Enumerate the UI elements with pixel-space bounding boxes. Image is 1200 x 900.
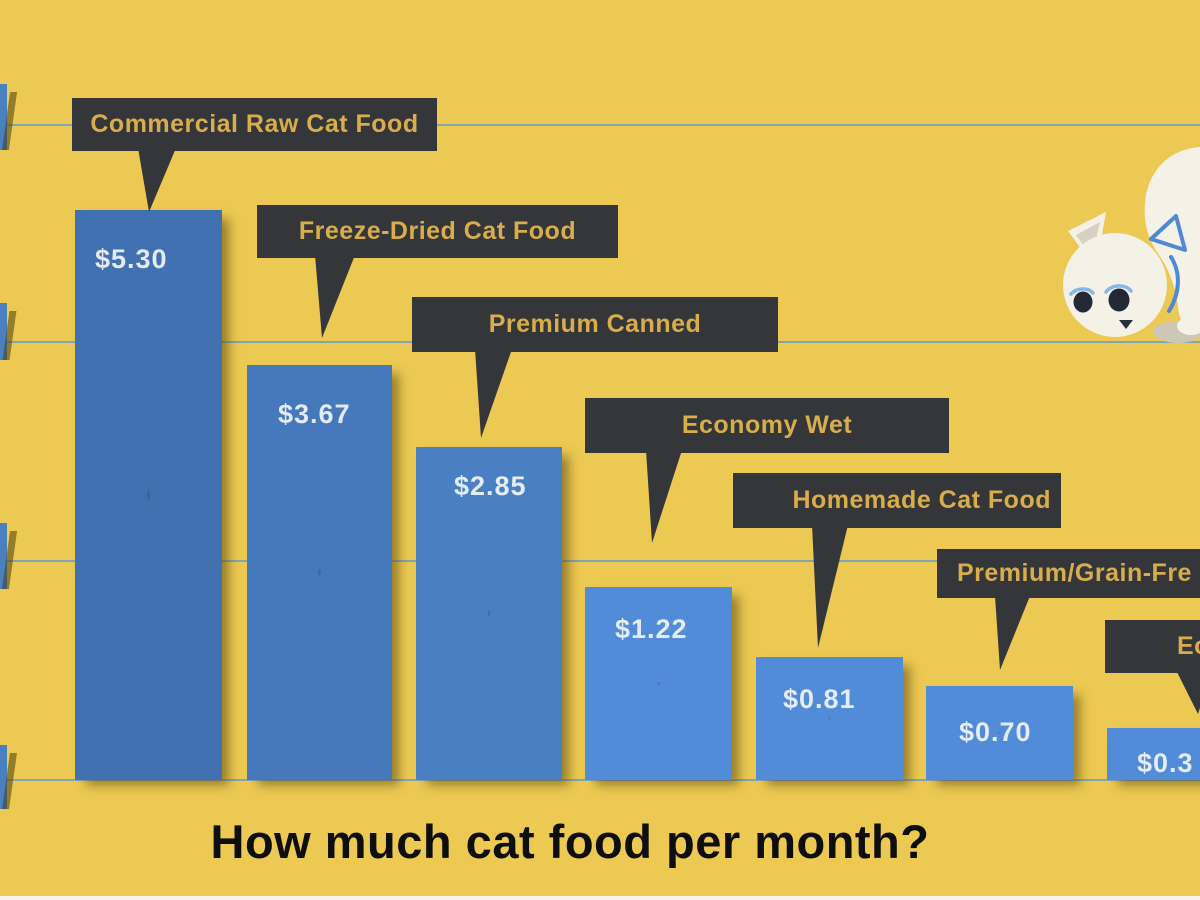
callout-pointer-homemade-cat-food xyxy=(812,525,848,648)
bar-ec: $0.3 xyxy=(1107,728,1200,780)
gridline xyxy=(0,560,1200,562)
bar-value-label: $0.3 xyxy=(1137,748,1194,778)
cat-left-eye-accent xyxy=(1069,287,1095,296)
bar-commercial-raw-cat-food: $5.30 xyxy=(75,210,222,780)
bar-value-label: $1.22 xyxy=(615,614,688,644)
cat-right-eye xyxy=(1108,288,1130,312)
cropped-axis-fragment xyxy=(0,745,7,809)
cat-paw-front xyxy=(1177,317,1200,335)
callout-pointer-premium-grain-fre xyxy=(995,596,1030,670)
cropped-axis-fragment xyxy=(0,84,7,150)
callout-pointer-freeze-dried-cat-food xyxy=(315,255,355,338)
cat-left-eye xyxy=(1073,291,1093,313)
callout-pointer-premium-canned xyxy=(475,349,512,438)
bar-value-label: $0.81 xyxy=(783,684,856,714)
callout-pointer-commercial-raw-cat-food xyxy=(138,148,176,212)
page-title: How much cat food per month? xyxy=(210,815,930,868)
callout-commercial-raw-cat-food: Commercial Raw Cat Food xyxy=(72,98,437,151)
bar-homemade-cat-food: $0.81 xyxy=(756,657,903,780)
bar-value-label: $3.67 xyxy=(278,399,351,429)
cat-shoulder-line xyxy=(1167,255,1180,313)
bar-value-label: $0.70 xyxy=(959,717,1032,747)
cropped-axis-fragment xyxy=(0,303,7,360)
cat-right-ear xyxy=(1149,214,1187,252)
bar-premium-grain-fre: $0.70 xyxy=(926,686,1073,780)
callout-homemade-cat-food: Homemade Cat Food xyxy=(733,473,1061,528)
cropped-axis-fragment xyxy=(0,523,7,589)
callout-freeze-dried-cat-food: Freeze-Dried Cat Food xyxy=(257,205,618,258)
callout-premium-canned: Premium Canned xyxy=(412,297,778,352)
bottom-border-strip xyxy=(0,896,1200,900)
cat-nose xyxy=(1119,320,1133,329)
gridline xyxy=(0,779,1200,781)
cat-right-eye-accent xyxy=(1104,284,1133,294)
cat-illustration xyxy=(1063,147,1200,343)
bar-value-label: $2.85 xyxy=(454,471,527,501)
bar-economy-wet: $1.22 xyxy=(585,587,732,780)
bar-freeze-dried-cat-food: $3.67 xyxy=(247,365,392,780)
bar-premium-canned: $2.85 xyxy=(416,447,562,780)
callout-economy-wet: Economy Wet xyxy=(585,398,949,453)
bar-value-label: $5.30 xyxy=(95,244,168,274)
callout-premium-grain-fre: Premium/Grain-Fre xyxy=(937,549,1200,598)
callout-pointer-economy-wet xyxy=(646,450,682,543)
callout-ec: Ec xyxy=(1105,620,1200,673)
callout-pointer-ec xyxy=(1176,670,1200,714)
gridline xyxy=(0,124,1200,126)
